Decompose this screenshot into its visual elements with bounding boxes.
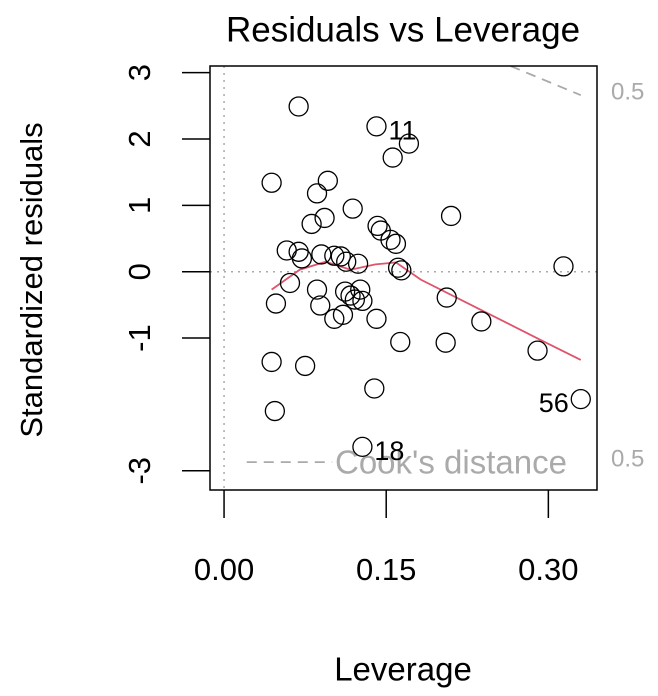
point (294, 355, 316, 377)
point (527, 340, 548, 361)
point (261, 172, 282, 193)
point (435, 332, 456, 353)
y-tick-label: -1 (122, 324, 157, 352)
point (352, 436, 373, 458)
point (436, 287, 457, 308)
point (347, 253, 369, 274)
point (291, 248, 313, 269)
point (364, 378, 385, 399)
y-tick-label: 0 (122, 263, 157, 280)
point (311, 244, 332, 265)
point (279, 272, 301, 294)
cooks-label: 0.5 (611, 79, 644, 106)
point (366, 116, 387, 137)
y-tick-label: 2 (122, 130, 157, 147)
point (344, 289, 366, 310)
point (440, 205, 462, 227)
x-tick-label: 0.30 (518, 552, 578, 587)
point (314, 207, 335, 229)
y-tick-label: 3 (122, 64, 157, 81)
y-tick-label: 1 (122, 197, 157, 214)
cooks-label: 0.5 (611, 445, 644, 472)
point (324, 308, 345, 329)
point (265, 293, 287, 314)
point-label: 11 (388, 116, 416, 146)
plot-frame (209, 65, 598, 491)
point-label: 56 (539, 388, 569, 418)
point (264, 400, 286, 422)
point-label: 18 (374, 436, 404, 466)
point (570, 388, 591, 410)
point (336, 251, 357, 272)
point (288, 96, 309, 117)
cooks-legend: Cook's distance (335, 444, 567, 481)
x-tick-label: 0.15 (356, 552, 416, 587)
point (380, 229, 401, 250)
point (261, 351, 282, 373)
cooks-contour (510, 66, 582, 97)
x-axis-label: Leverage (334, 651, 472, 688)
point (366, 308, 387, 329)
point (398, 133, 420, 154)
smooth-line (271, 260, 582, 361)
point (317, 170, 338, 191)
point (306, 279, 328, 300)
point (340, 285, 361, 306)
point (390, 331, 411, 353)
point (352, 290, 373, 312)
point (382, 147, 403, 168)
x-tick-label: 0.00 (194, 552, 254, 587)
point (324, 245, 345, 266)
y-tick-label: -3 (122, 457, 157, 485)
point (391, 260, 412, 281)
plot-area: Cook's distance 11 56 18 (210, 66, 597, 490)
point (306, 183, 328, 204)
point (342, 198, 363, 219)
point (385, 233, 407, 254)
chart-title: Residuals vs Leverage (226, 10, 580, 49)
point (553, 256, 574, 277)
point (471, 311, 492, 332)
y-axis-label: Standardized residuals (14, 122, 49, 437)
point (330, 246, 351, 267)
point (387, 257, 409, 278)
point (332, 304, 354, 325)
point (350, 279, 371, 300)
point (367, 215, 388, 237)
point (301, 213, 322, 235)
point (310, 295, 331, 316)
